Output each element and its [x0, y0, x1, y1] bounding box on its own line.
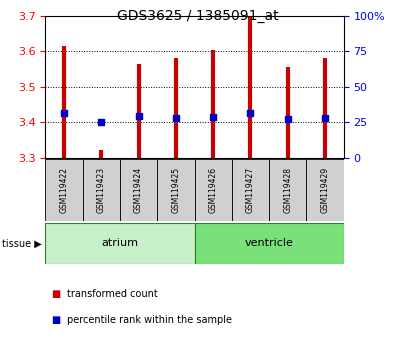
Point	[210, 114, 216, 120]
Text: GSM119424: GSM119424	[134, 167, 143, 213]
Text: percentile rank within the sample: percentile rank within the sample	[67, 315, 232, 325]
Bar	[45, 159, 83, 221]
Bar	[157, 159, 194, 221]
Text: transformed count: transformed count	[67, 289, 158, 299]
Bar	[307, 159, 344, 221]
Text: ventricle: ventricle	[245, 238, 293, 249]
Point	[98, 119, 105, 125]
Text: GSM119428: GSM119428	[283, 167, 292, 213]
Text: ■: ■	[51, 315, 60, 325]
Text: ■: ■	[51, 289, 60, 299]
Text: GSM119426: GSM119426	[209, 167, 218, 213]
Bar	[269, 159, 307, 221]
Bar	[194, 223, 344, 264]
Point	[322, 115, 328, 120]
Point	[61, 110, 67, 116]
Point	[135, 113, 142, 119]
Point	[173, 115, 179, 120]
Point	[247, 110, 254, 116]
Bar	[83, 159, 120, 221]
Text: GSM119427: GSM119427	[246, 167, 255, 213]
Text: GDS3625 / 1385091_at: GDS3625 / 1385091_at	[117, 9, 278, 23]
Text: GSM119429: GSM119429	[320, 167, 329, 213]
Bar	[232, 159, 269, 221]
Bar	[194, 159, 232, 221]
Point	[284, 116, 291, 122]
Text: GSM119425: GSM119425	[171, 167, 181, 213]
Text: GSM119423: GSM119423	[97, 167, 106, 213]
Bar	[45, 223, 194, 264]
Bar	[120, 159, 157, 221]
Text: atrium: atrium	[102, 238, 139, 249]
Text: GSM119422: GSM119422	[60, 167, 69, 213]
Text: tissue ▶: tissue ▶	[2, 238, 42, 249]
